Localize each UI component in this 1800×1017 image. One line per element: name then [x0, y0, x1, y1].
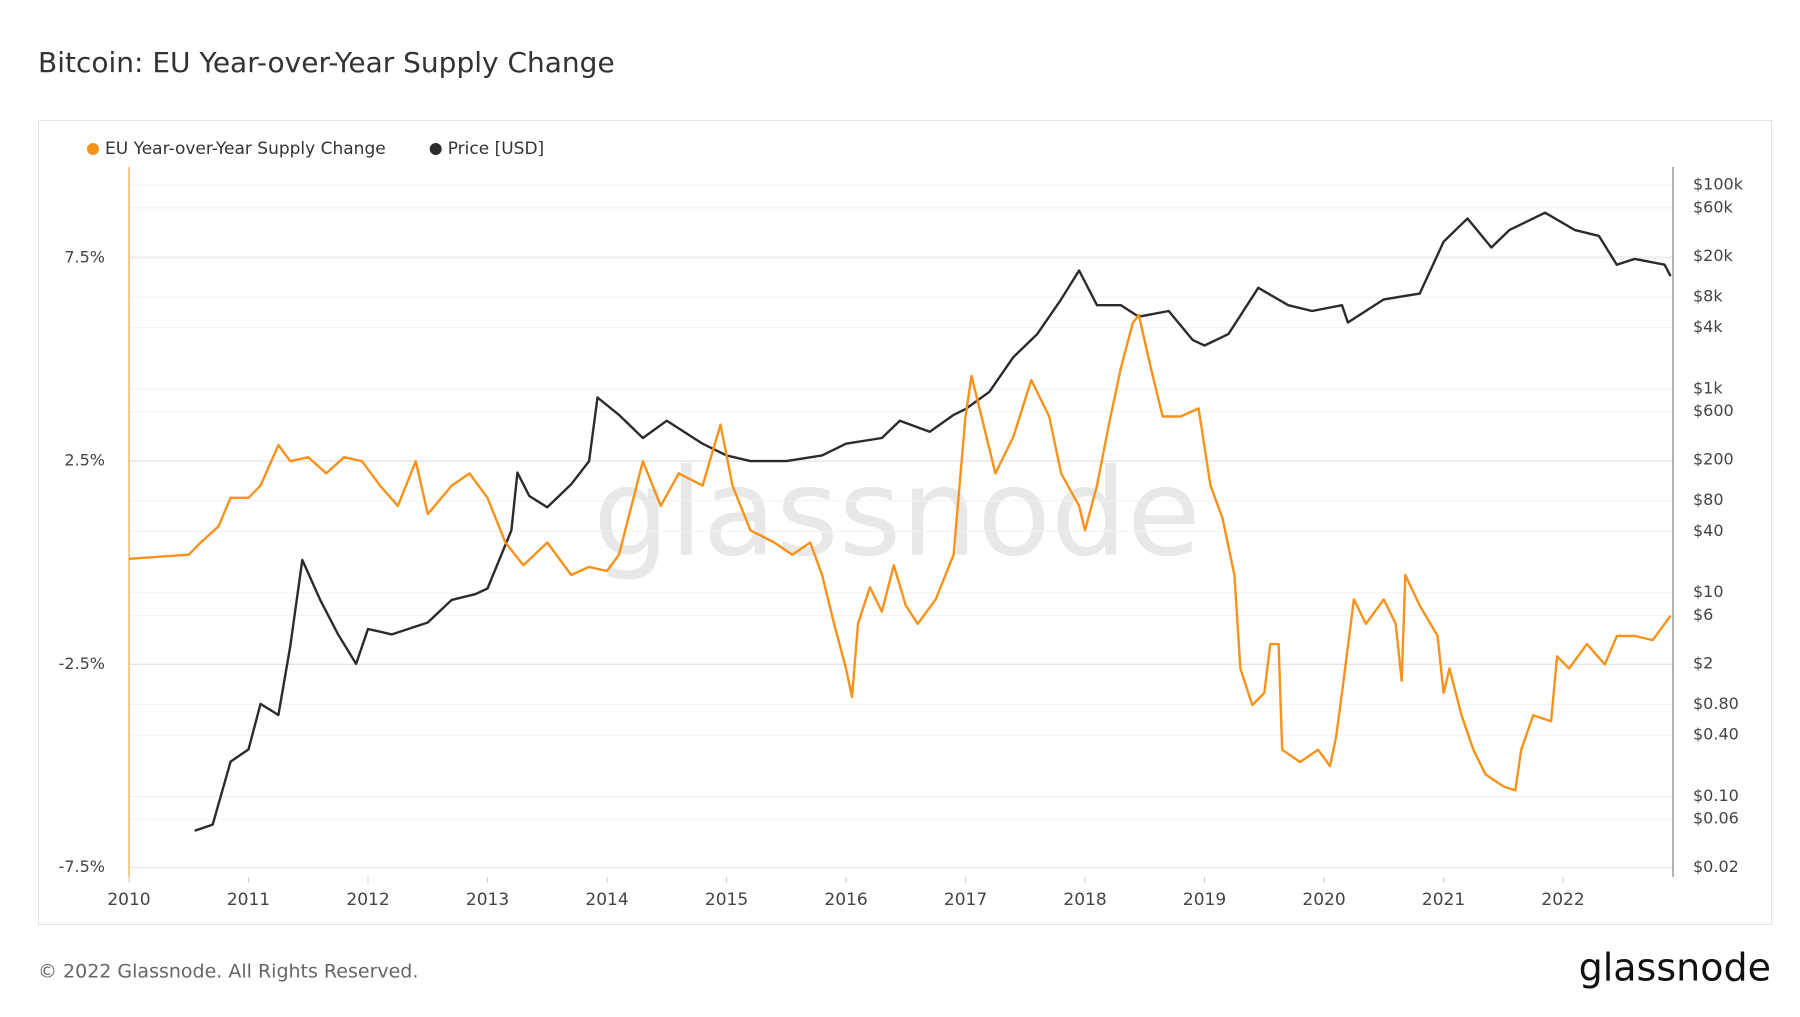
y2-tick-label: $600	[1693, 401, 1734, 420]
y2-tick-label: $0.10	[1693, 786, 1739, 805]
y-tick-label: 2.5%	[64, 451, 105, 470]
y2-tick-label: $80	[1693, 490, 1724, 509]
y-tick-label: -7.5%	[59, 857, 105, 876]
y2-tick-label: $10	[1693, 582, 1724, 601]
x-tick-label: 2013	[466, 890, 509, 910]
y2-tick-label: $4k	[1693, 317, 1723, 336]
chart-frame	[38, 120, 1772, 925]
x-tick-label: 2016	[824, 890, 867, 910]
x-tick-label: 2011	[227, 890, 270, 910]
x-tick-label: 2012	[346, 890, 389, 910]
data-line	[194, 211, 1672, 832]
x-tick-label: 2019	[1183, 890, 1226, 910]
y2-tick-label: $20k	[1693, 246, 1734, 265]
x-tick-label: 2017	[944, 890, 987, 910]
y2-tick-label: $0.06	[1693, 809, 1739, 828]
y2-tick-label: $2	[1693, 653, 1713, 672]
legend-marker	[429, 143, 442, 155]
legend-label: EU Year-over-Year Supply Change	[105, 139, 386, 159]
y2-tick-label: $100k	[1693, 175, 1744, 194]
y2-tick-label: $1k	[1693, 378, 1723, 397]
x-tick-label: 2014	[585, 890, 628, 910]
x-tick-label: 2022	[1541, 890, 1584, 910]
logo: glassnode	[1579, 946, 1771, 990]
x-tick-label: 2020	[1302, 890, 1345, 910]
data-line	[128, 313, 1672, 792]
x-tick-label: 2015	[705, 890, 748, 910]
y2-tick-label: $0.40	[1693, 725, 1739, 744]
legend-label: Price [USD]	[448, 139, 544, 159]
y2-tick-label: $0.02	[1693, 857, 1739, 876]
y2-tick-label: $60k	[1693, 197, 1734, 216]
footer: © 2022 Glassnode. All Rights Reserved.	[38, 961, 418, 983]
x-tick-label: 2010	[107, 890, 150, 910]
y-tick-label: 7.5%	[64, 248, 105, 267]
y2-tick-label: $8k	[1693, 286, 1723, 305]
legend-marker	[87, 143, 99, 155]
watermark: glassnode	[593, 445, 1201, 584]
y-tick-label: -2.5%	[59, 654, 105, 673]
y2-tick-label: $6	[1693, 605, 1713, 624]
y2-tick-label: $200	[1693, 450, 1734, 469]
y2-tick-label: $40	[1693, 521, 1724, 540]
y2-tick-label: $0.80	[1693, 694, 1739, 713]
x-tick-label: 2018	[1063, 890, 1106, 910]
x-tick-label: 2021	[1422, 890, 1465, 910]
chart-title: Bitcoin: EU Year-over-Year Supply Change	[38, 46, 615, 79]
